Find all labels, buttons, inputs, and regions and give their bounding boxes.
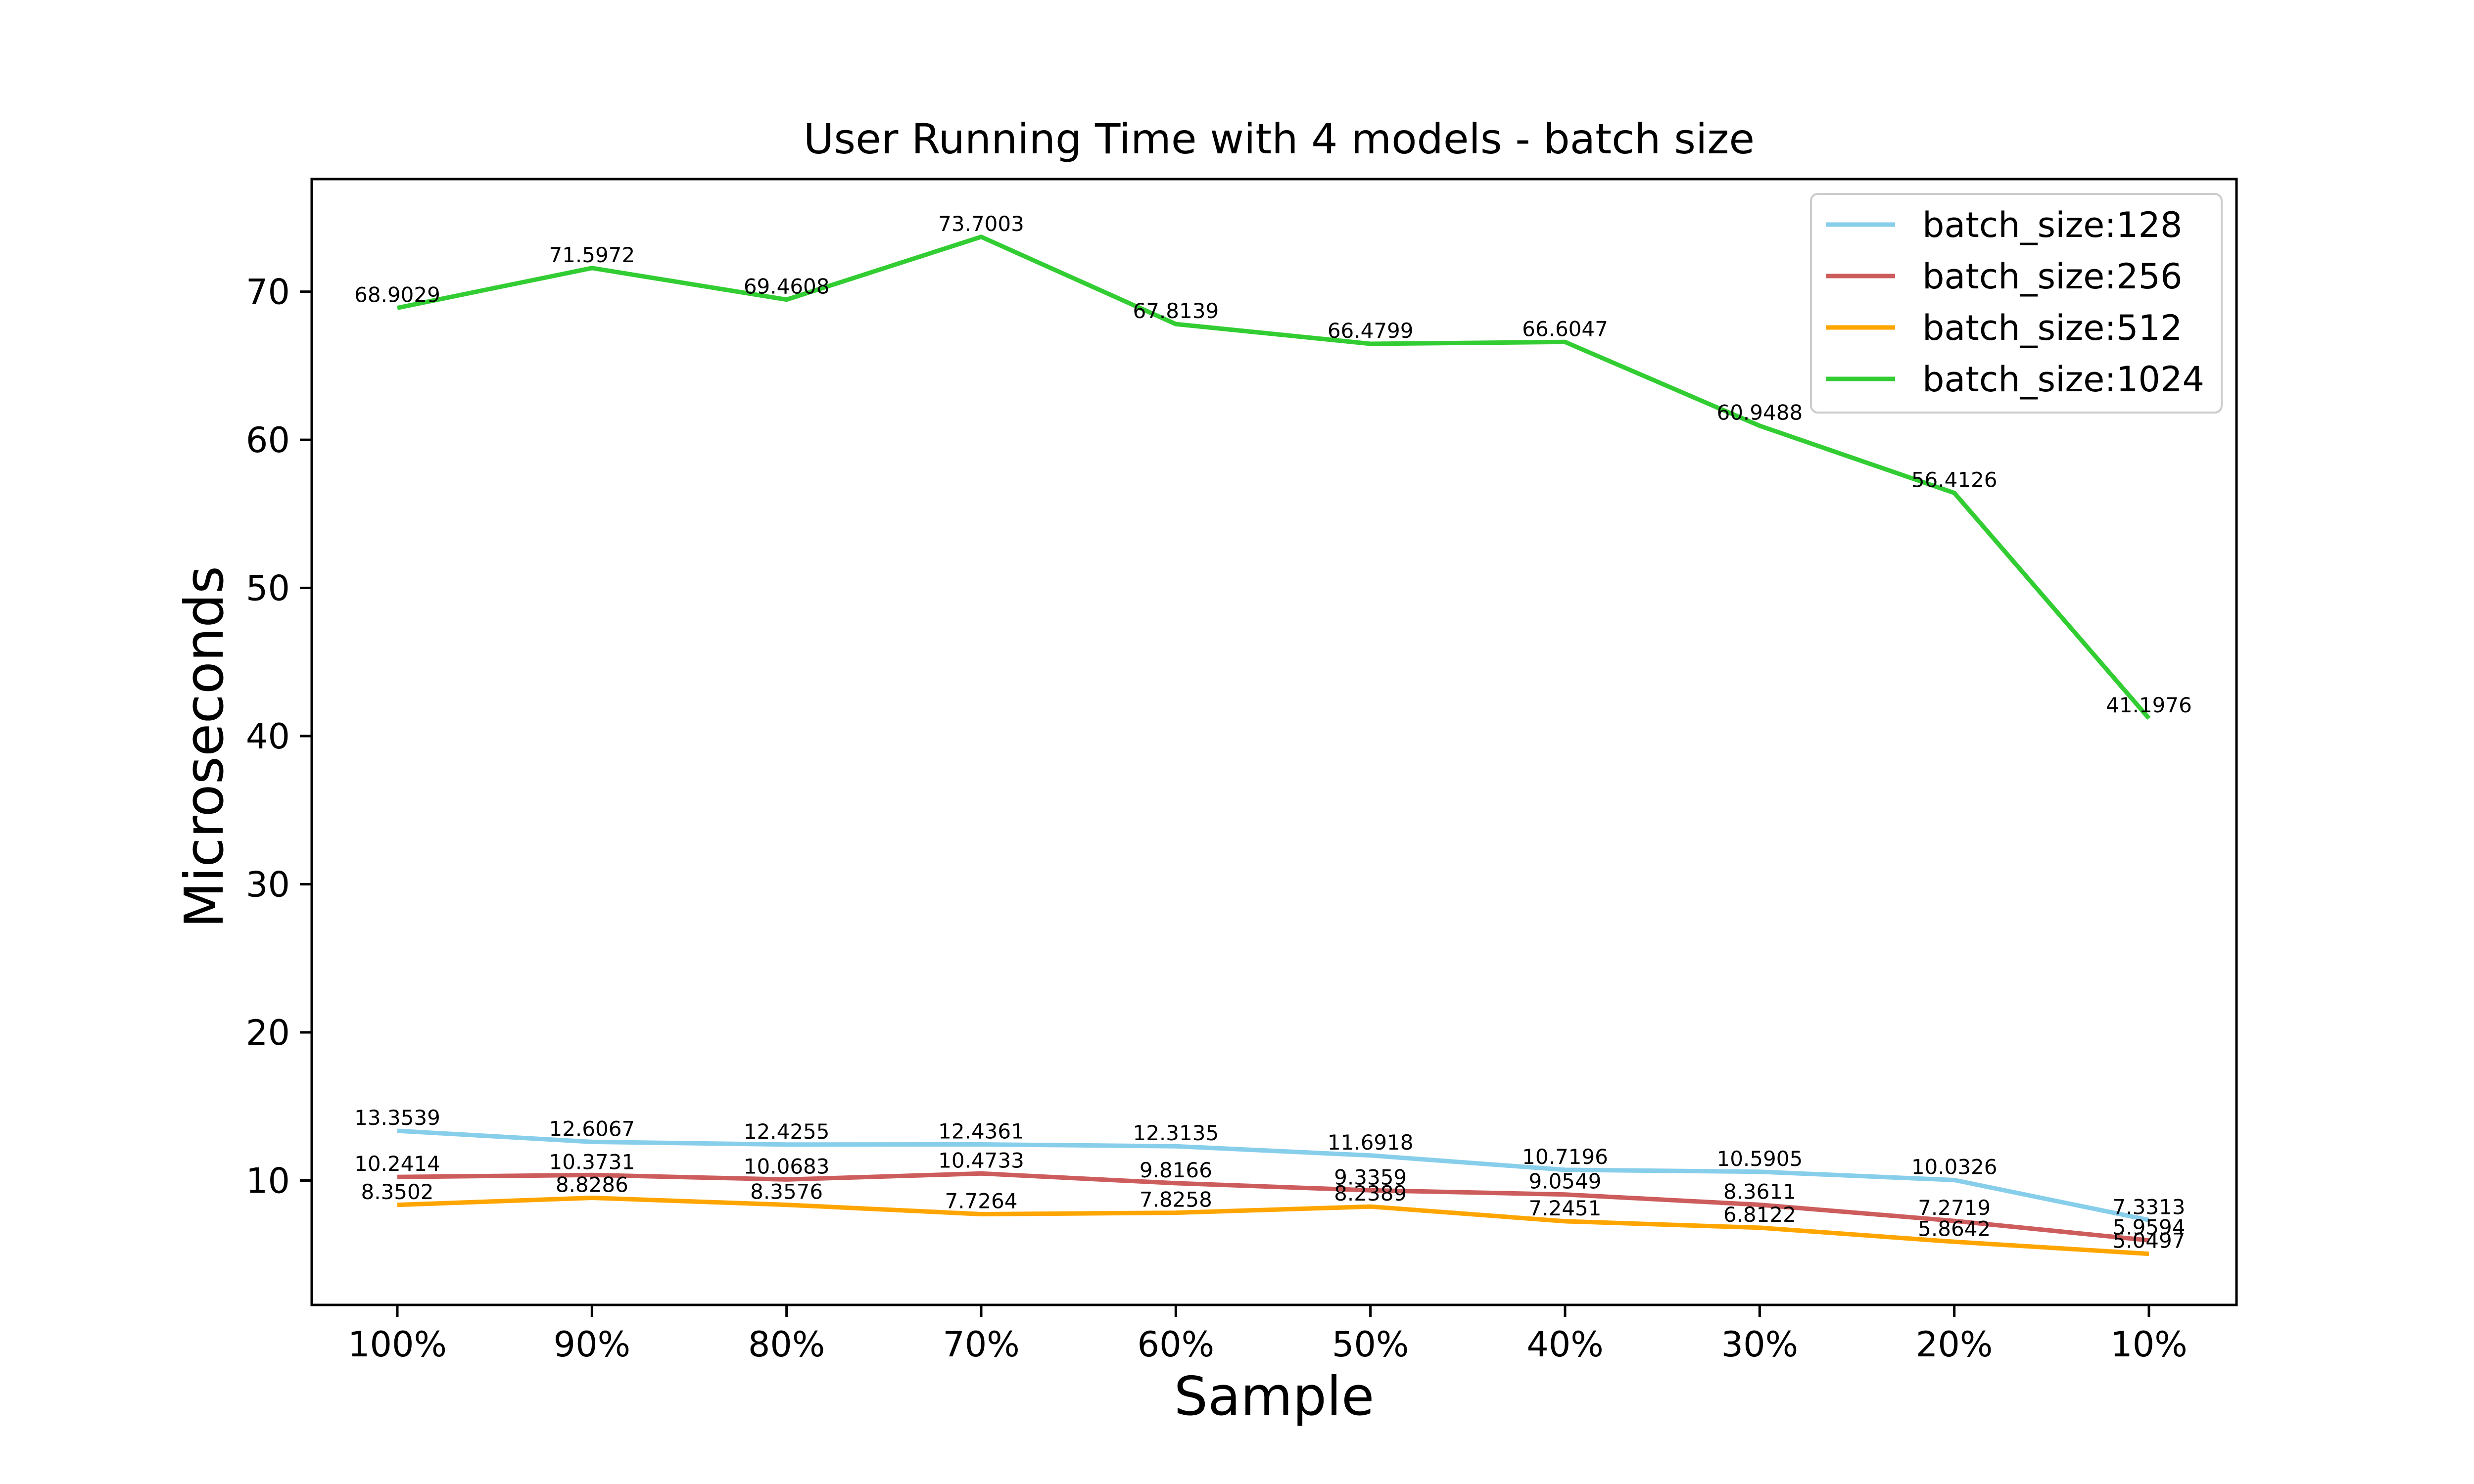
series-line-batch-size-128 (397, 1128, 2149, 1222)
plot-frame (310, 178, 2238, 1306)
data-label: 12.3135 (1133, 1121, 1219, 1145)
data-label: 66.4799 (1328, 319, 1414, 343)
data-label: 73.7003 (938, 212, 1024, 236)
data-label: 9.0549 (1529, 1169, 1602, 1194)
data-label: 8.2389 (1334, 1181, 1407, 1206)
data-label: 10.5905 (1716, 1147, 1803, 1171)
x-tick-label: 40% (1526, 1324, 1604, 1365)
data-label: 9.8166 (1140, 1158, 1212, 1182)
data-label: 41.1976 (2106, 693, 2192, 717)
y-axis-label: Microseconds (174, 566, 236, 928)
x-tick-label: 100% (348, 1324, 447, 1365)
x-tick-label: 90% (554, 1324, 631, 1365)
legend: batch_size:128 batch_size:256 batch_size:5… (1810, 193, 2223, 414)
x-tick-label: 10% (2110, 1324, 2188, 1365)
data-label: 7.3313 (2113, 1195, 2186, 1219)
data-label: 13.3539 (354, 1106, 440, 1130)
x-tick-label: 80% (748, 1324, 825, 1365)
data-label: 12.4255 (744, 1119, 830, 1144)
data-label: 6.8122 (1723, 1203, 1796, 1227)
legend-label: batch_size:256 (1922, 256, 2183, 297)
data-label: 10.0683 (744, 1154, 830, 1178)
chart-title: User Running Time with 4 models - batch … (804, 115, 1755, 163)
data-label: 8.3576 (750, 1180, 823, 1204)
data-label: 71.5972 (549, 243, 635, 267)
y-tick-label: 30 (246, 864, 290, 905)
legend-label: batch_size:128 (1922, 205, 2183, 245)
plot-area: 13.3539 12.6067 12.4255 12.4361 12.3135 11.69… (354, 212, 2192, 1256)
data-label: 10.2414 (354, 1152, 440, 1176)
data-label: 7.7264 (945, 1189, 1018, 1213)
data-label: 8.3611 (1723, 1180, 1796, 1204)
y-tick-label: 70 (246, 272, 290, 313)
x-axis-label: Sample (1174, 1366, 1375, 1428)
y-tick-label: 10 (246, 1160, 290, 1201)
data-label: 7.8258 (1140, 1188, 1212, 1212)
data-label: 12.4361 (938, 1119, 1024, 1143)
x-tick-label: 50% (1332, 1324, 1409, 1365)
data-label: 5.9594 (2113, 1215, 2186, 1239)
x-tick-label: 20% (1916, 1324, 1993, 1365)
data-label: 10.0326 (1911, 1155, 1998, 1179)
data-label: 69.4608 (744, 275, 830, 299)
data-label: 5.8642 (1918, 1216, 1991, 1241)
data-label: 67.8139 (1133, 299, 1219, 323)
y-tick-label: 50 (246, 568, 290, 609)
legend-box (1810, 193, 2223, 414)
legend-label: batch_size:1024 (1922, 359, 2204, 400)
data-label: 60.9488 (1716, 401, 1803, 425)
data-label: 7.2451 (1529, 1196, 1602, 1220)
series-line-batch-size-1024 (397, 234, 2151, 720)
x-tick-label: 30% (1721, 1324, 1799, 1365)
data-label: 68.9029 (354, 282, 440, 307)
series-line-batch-size-512 (397, 1196, 2149, 1256)
y-tick-label: 60 (246, 420, 290, 461)
legend-label: batch_size:512 (1922, 308, 2183, 348)
data-label: 10.7196 (1522, 1145, 1608, 1169)
data-label: 7.2719 (1918, 1196, 1991, 1220)
data-label: 10.4733 (938, 1148, 1024, 1172)
data-label: 9.3359 (1334, 1165, 1407, 1189)
data-label: 8.3502 (361, 1180, 434, 1204)
data-label: 11.6918 (1328, 1130, 1414, 1155)
data-label: 5.0497 (2113, 1229, 2186, 1253)
y-tick-label: 20 (246, 1013, 290, 1053)
series-line-batch-size-256 (397, 1171, 2149, 1243)
data-label: 56.4126 (1911, 468, 1998, 492)
x-tick-label: 60% (1138, 1324, 1215, 1365)
data-label: 8.8286 (556, 1173, 628, 1197)
data-label: 12.6067 (549, 1116, 635, 1141)
data-label: 66.6047 (1522, 317, 1608, 341)
data-label: 10.3731 (549, 1150, 635, 1174)
y-tick-label: 40 (246, 716, 290, 757)
x-tick-label: 70% (943, 1324, 1020, 1365)
